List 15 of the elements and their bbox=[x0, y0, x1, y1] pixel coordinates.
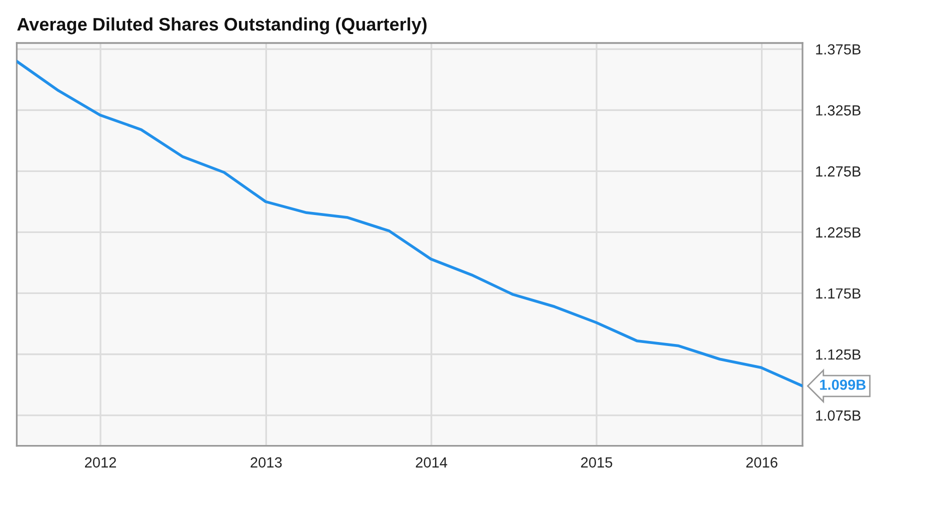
y-tick-label: 1.225B bbox=[816, 227, 860, 238]
y-tick-label: 1.375B bbox=[816, 44, 860, 55]
x-tick-label: 2012 bbox=[85, 457, 116, 468]
line-series bbox=[16, 60, 803, 388]
x-tick-label: 2015 bbox=[581, 457, 612, 468]
x-tick-label: 2016 bbox=[746, 457, 778, 468]
chart-title: Average Diluted Shares Outstanding (Quarterly) bbox=[17, 17, 427, 34]
x-tick-label: 2014 bbox=[416, 457, 448, 468]
data-label: 1.099B bbox=[820, 380, 866, 390]
y-tick-label: 1.275B bbox=[816, 166, 860, 177]
y-tick-label: 1.075B bbox=[816, 410, 860, 421]
y-tick-label: 1.325B bbox=[816, 105, 860, 116]
x-tick-label: 2013 bbox=[250, 457, 282, 468]
y-tick-label: 1.175B bbox=[816, 288, 860, 299]
y-tick-label: 1.125B bbox=[816, 349, 860, 360]
